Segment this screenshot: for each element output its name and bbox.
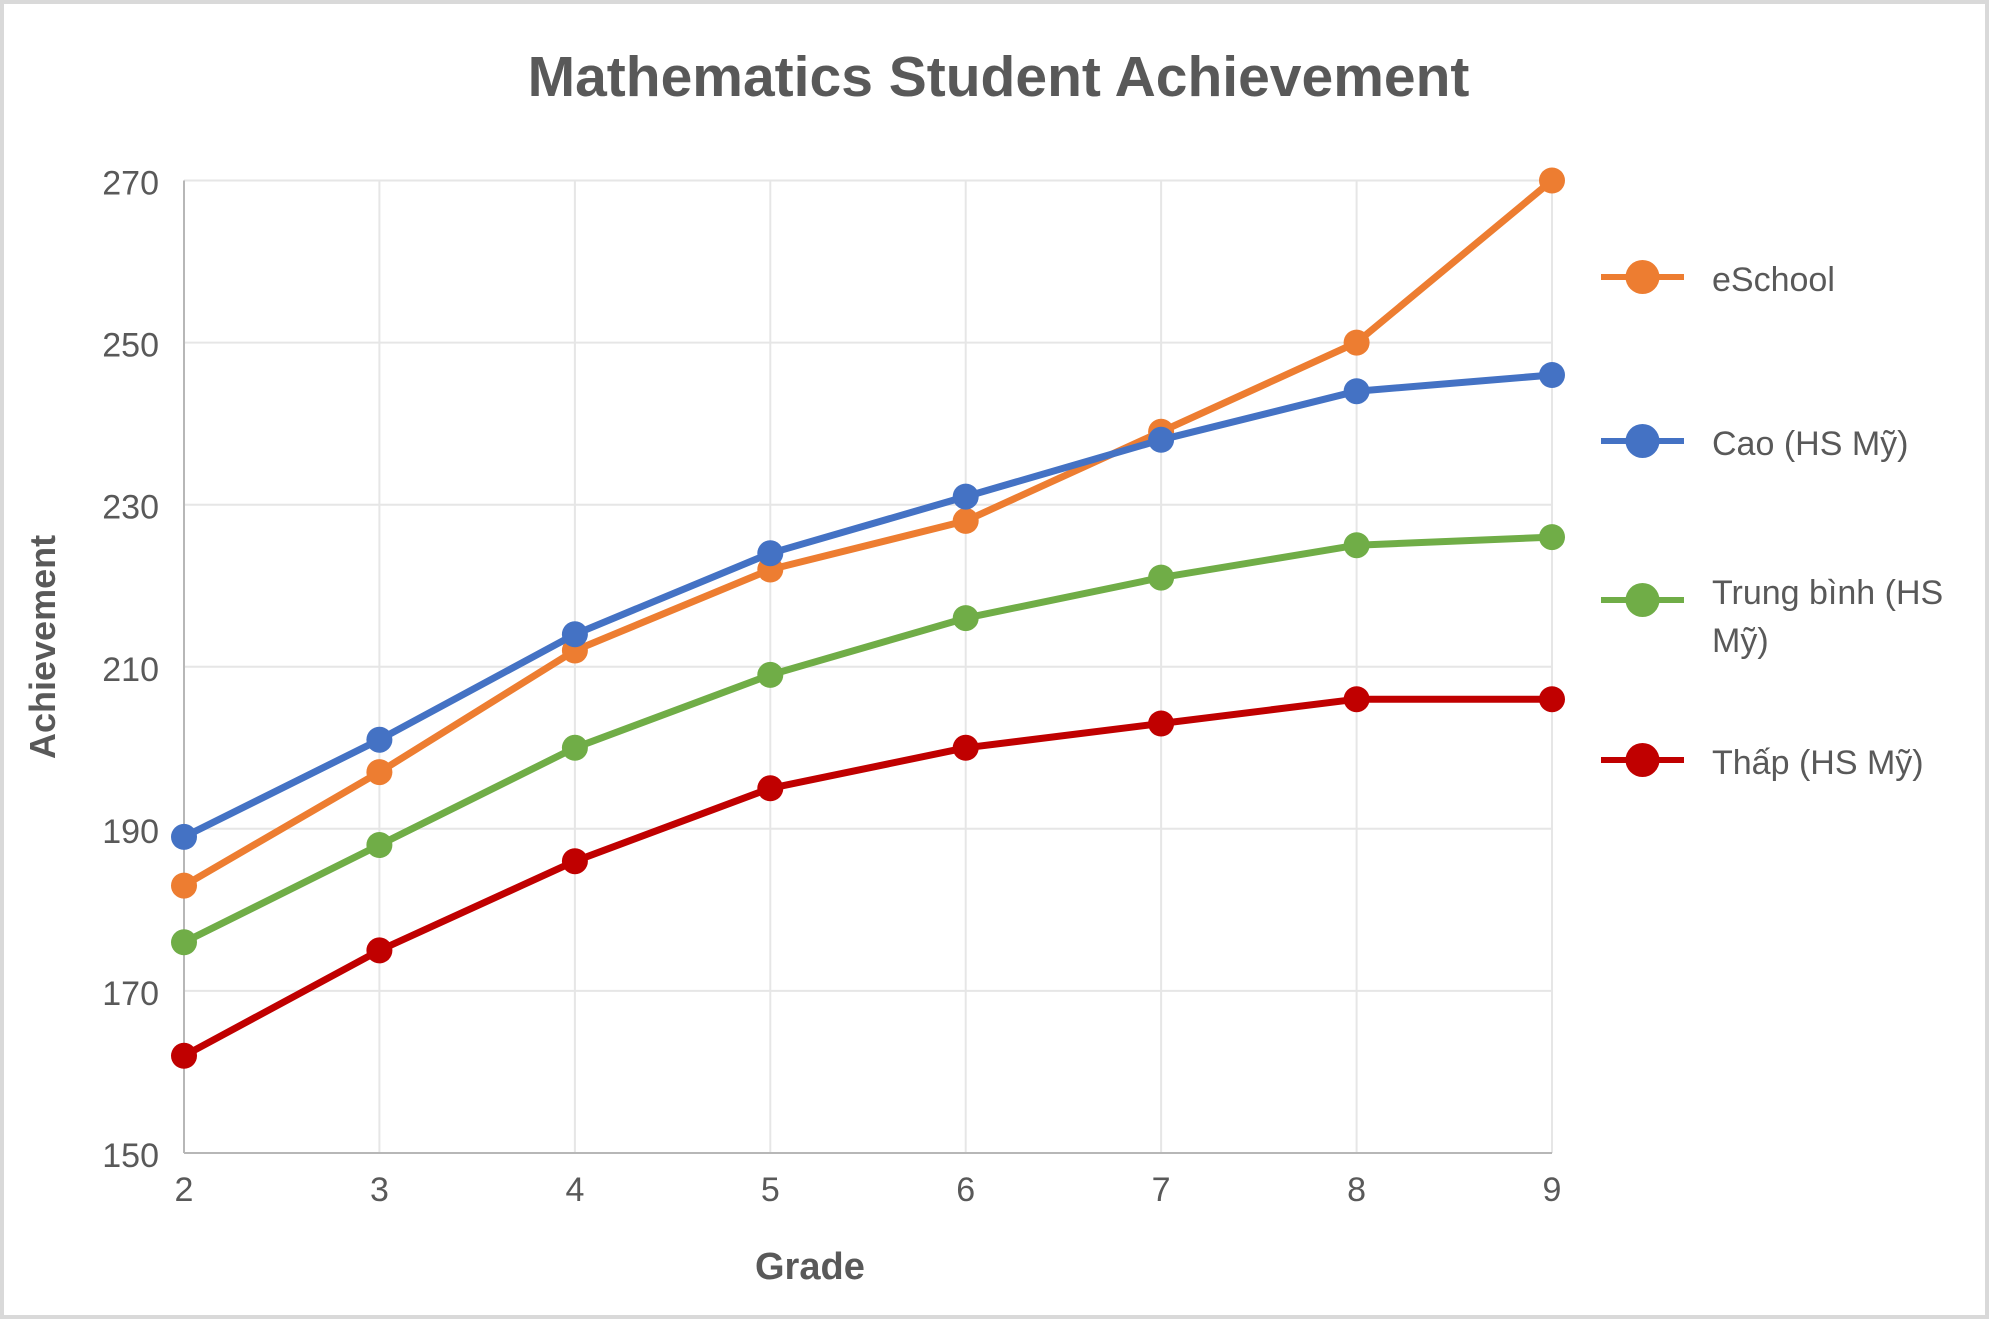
- svg-text:7: 7: [1152, 1171, 1171, 1209]
- svg-text:eSchool: eSchool: [1712, 261, 1835, 299]
- svg-text:4: 4: [565, 1171, 584, 1209]
- svg-text:270: 270: [102, 165, 159, 203]
- svg-text:9: 9: [1543, 1171, 1562, 1209]
- svg-text:Mỹ): Mỹ): [1712, 622, 1769, 660]
- svg-text:6: 6: [956, 1171, 975, 1209]
- svg-text:Trung bình (HS: Trung bình (HS: [1712, 574, 1943, 612]
- svg-text:Cao (HS Mỹ): Cao (HS Mỹ): [1712, 425, 1908, 463]
- svg-text:230: 230: [102, 489, 159, 527]
- svg-text:170: 170: [102, 975, 159, 1013]
- svg-text:3: 3: [370, 1171, 389, 1209]
- svg-text:210: 210: [102, 651, 159, 689]
- svg-text:5: 5: [761, 1171, 780, 1209]
- svg-text:Thấp (HS Mỹ): Thấp (HS Mỹ): [1712, 744, 1924, 782]
- svg-text:8: 8: [1347, 1171, 1366, 1209]
- svg-text:250: 250: [102, 327, 159, 365]
- svg-text:2: 2: [175, 1171, 194, 1209]
- svg-text:190: 190: [102, 813, 159, 851]
- svg-text:150: 150: [102, 1137, 159, 1175]
